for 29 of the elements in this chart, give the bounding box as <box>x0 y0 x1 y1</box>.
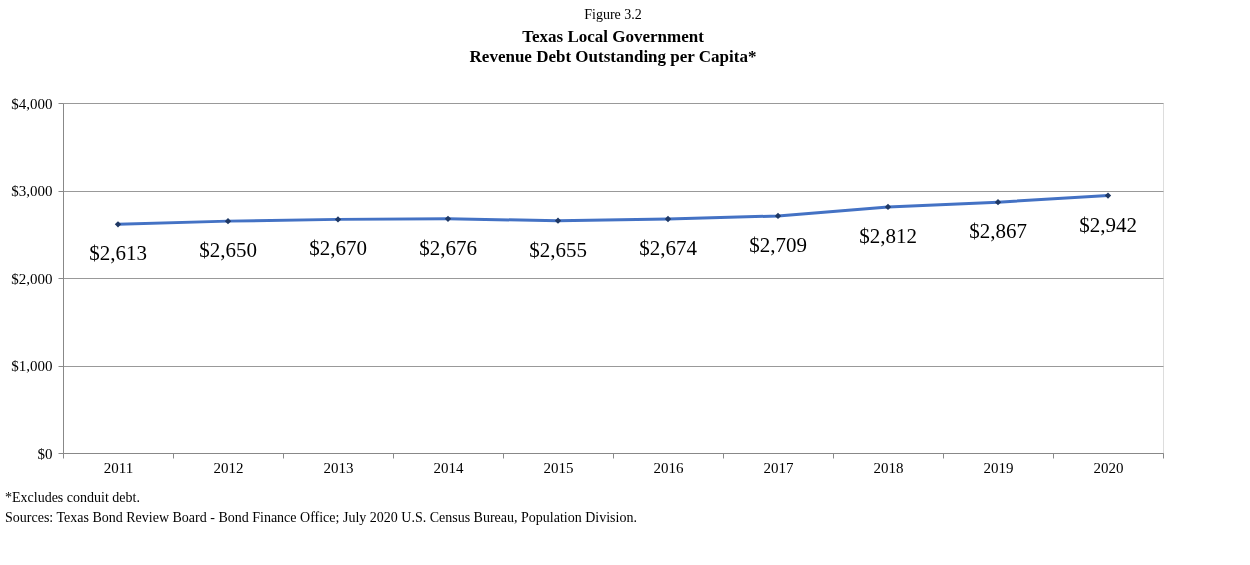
data-label: $2,674 <box>639 236 698 261</box>
x-tick-label: 2020 <box>1093 459 1124 476</box>
data-label: $2,709 <box>749 232 807 257</box>
x-tick-label: 2013 <box>323 459 354 476</box>
data-label: $2,655 <box>529 237 587 262</box>
y-tick-label: $2,000 <box>11 270 53 287</box>
x-tick-label: 2011 <box>103 459 134 476</box>
data-label: $2,650 <box>199 238 257 263</box>
x-tick-label: 2019 <box>983 459 1014 476</box>
data-label: $2,670 <box>309 236 367 261</box>
data-label: $2,942 <box>1079 212 1137 237</box>
x-tick-label: 2014 <box>433 459 464 476</box>
data-label: $2,867 <box>969 219 1027 244</box>
source-note: Sources: Texas Bond Review Board - Bond Finance Office; July 2020 U.S. Census Bureau, Population Division. <box>5 510 637 525</box>
y-tick-label: $1,000 <box>11 358 53 374</box>
y-tick-label: $3,000 <box>11 183 53 199</box>
y-tick-label: $4,000 <box>11 95 53 112</box>
x-tick-label: 2016 <box>653 459 684 476</box>
chart-title: Texas Local Government Revenue Debt Outstanding per Capita* <box>469 27 757 66</box>
data-label: $2,676 <box>419 235 477 260</box>
data-label: $2,812 <box>859 223 917 248</box>
x-tick-label: 2018 <box>873 459 904 476</box>
data-label: $2,613 <box>89 241 147 266</box>
y-tick-label: $0 <box>37 445 53 462</box>
x-tick-label: 2017 <box>763 459 794 476</box>
x-tick-label: 2012 <box>213 459 244 476</box>
text: *Excludes conduit debt. <box>5 490 140 505</box>
x-tick-label: 2015 <box>543 459 574 476</box>
caption: Figure 3.2 <box>584 7 642 22</box>
